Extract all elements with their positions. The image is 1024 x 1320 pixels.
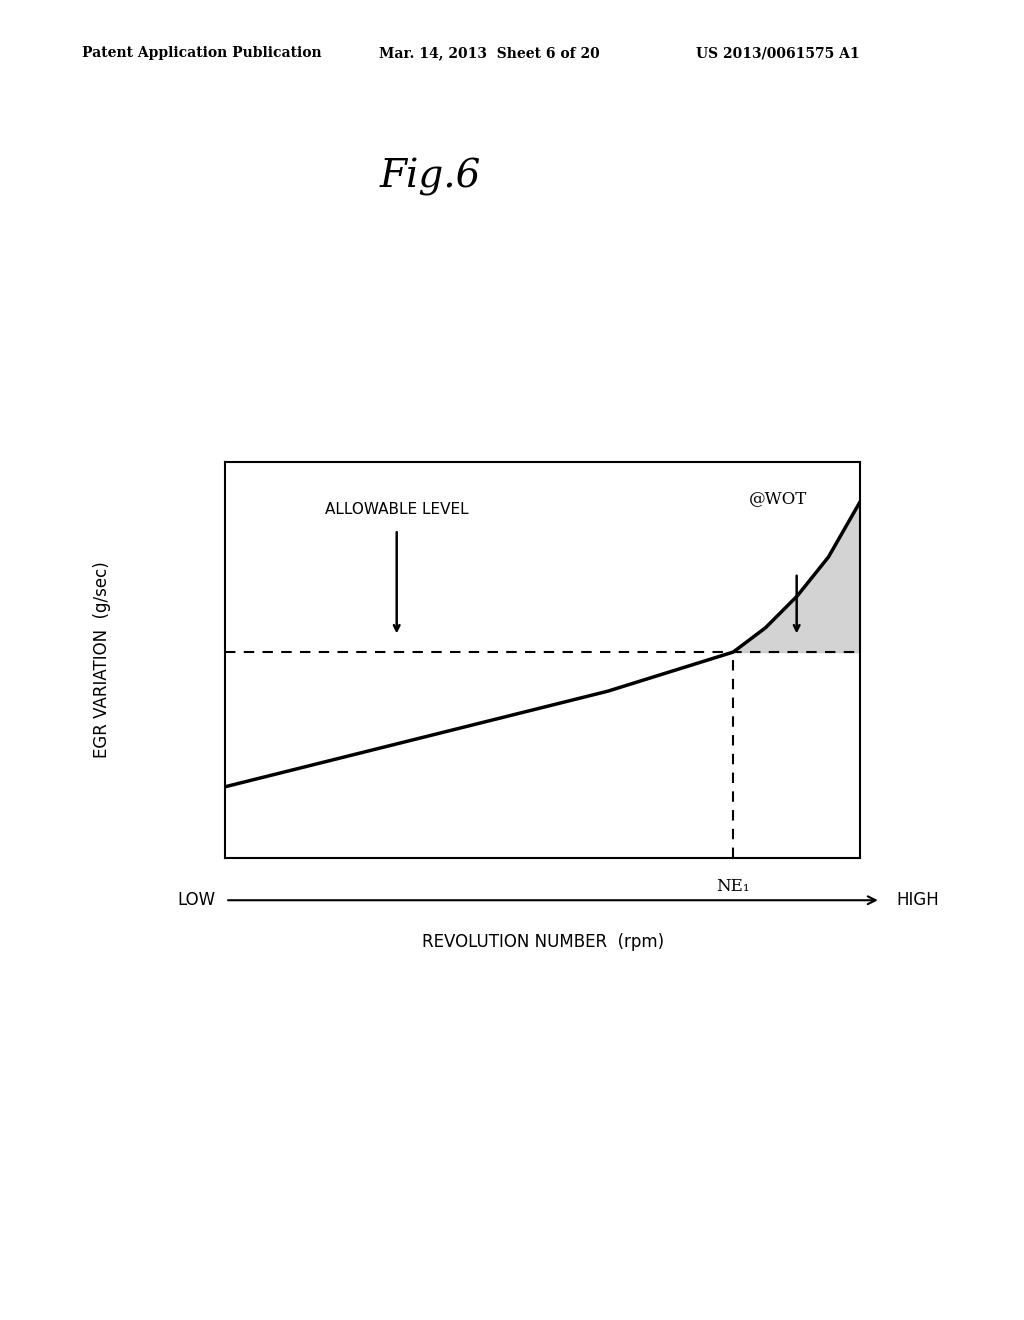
Text: US 2013/0061575 A1: US 2013/0061575 A1 — [696, 46, 860, 61]
Text: LOW: LOW — [177, 891, 215, 909]
Text: HIGH: HIGH — [896, 891, 939, 909]
Text: NE₁: NE₁ — [717, 878, 750, 895]
Text: REVOLUTION NUMBER  (rpm): REVOLUTION NUMBER (rpm) — [422, 933, 664, 952]
Text: Mar. 14, 2013  Sheet 6 of 20: Mar. 14, 2013 Sheet 6 of 20 — [379, 46, 600, 61]
Text: ALLOWABLE LEVEL: ALLOWABLE LEVEL — [325, 503, 469, 517]
Text: @WOT: @WOT — [749, 490, 807, 507]
Text: EGR VARIATION  (g/sec): EGR VARIATION (g/sec) — [93, 561, 112, 759]
Text: Fig.6: Fig.6 — [380, 158, 480, 197]
Text: Patent Application Publication: Patent Application Publication — [82, 46, 322, 61]
